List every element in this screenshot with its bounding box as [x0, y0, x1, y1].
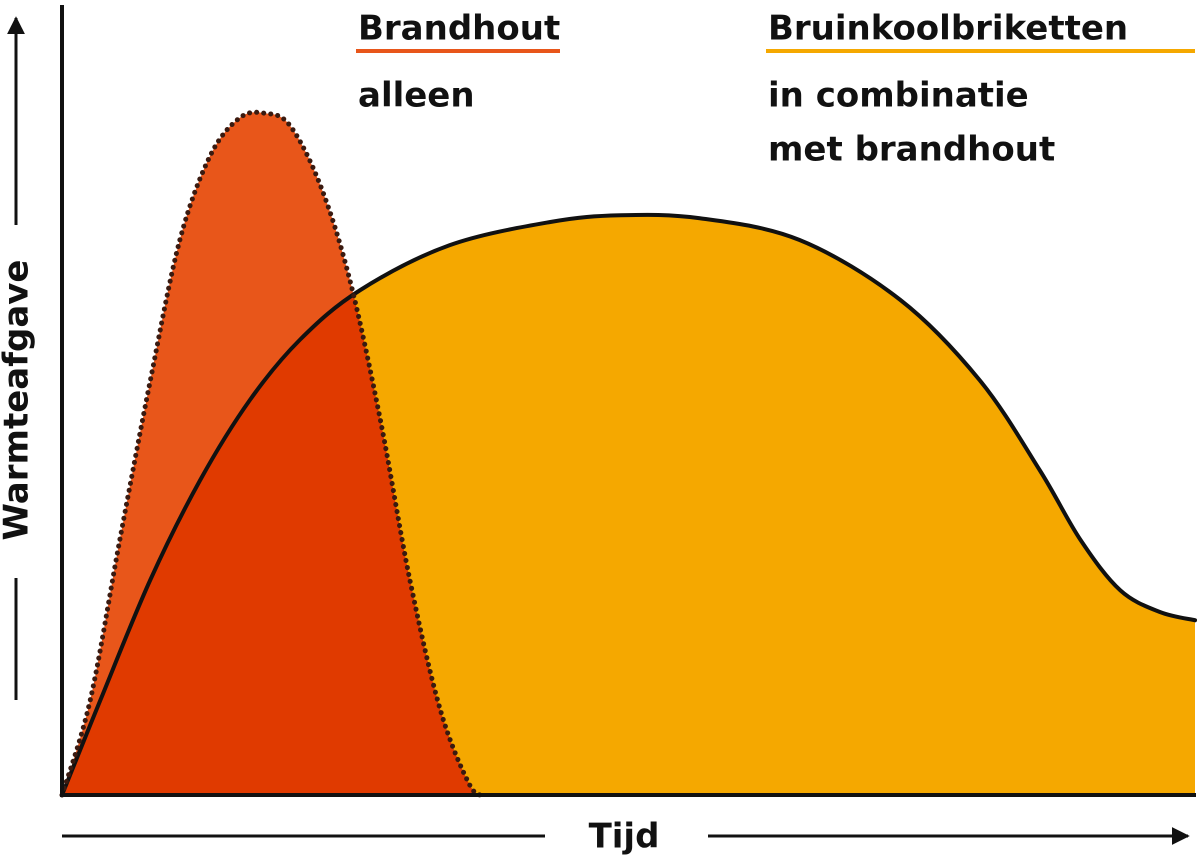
overlap-area [62, 214, 485, 795]
legend-description: in combinatie [768, 76, 1029, 116]
legend-label: Bruinkoolbriketten [768, 9, 1128, 49]
legend-label: Brandhout [358, 9, 560, 49]
plot-area [59, 109, 1197, 798]
y-axis-label: Warmteafgave [0, 260, 37, 541]
x-axis-label: Tijd [589, 817, 660, 857]
line [60, 212, 1197, 797]
legend: Bruinkoolbriketten in combinatie met brand… [356, 9, 1195, 170]
line [59, 109, 488, 798]
legend-description: met brandhout [768, 130, 1055, 170]
legend-description: alleen [358, 76, 475, 116]
